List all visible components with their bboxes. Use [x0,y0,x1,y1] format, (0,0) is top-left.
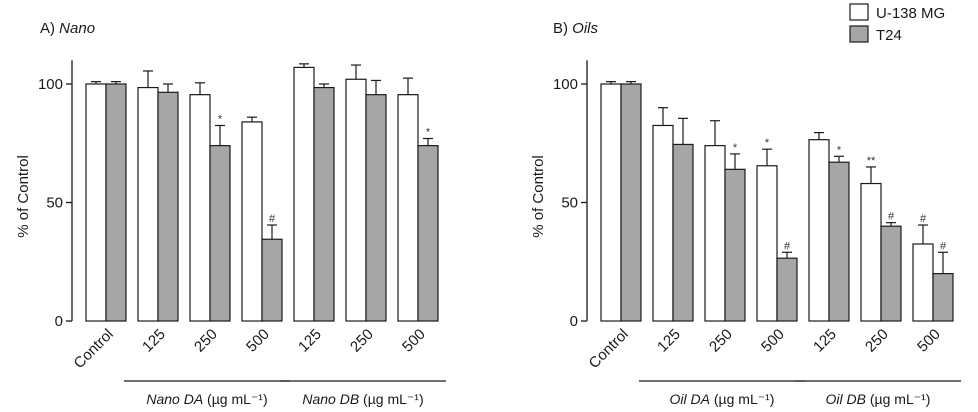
x-tick-label: Control [586,326,632,372]
legend-label: T24 [876,27,902,44]
significance-mark: # [784,240,791,252]
bar-u138 [137,86,159,322]
bar-u138 [293,66,315,322]
chart-panel-nano: A) Nano 0 50 100 % of Control Control 125 * 250 #… [15,20,446,407]
bar-t24 [776,257,798,322]
legend: U-138 MG T24 [849,3,945,44]
x-tick-label: 250 [862,326,892,356]
bar-t24 [365,94,387,322]
group-label-name: Nano DB [302,391,359,407]
bar-u138 [652,124,674,322]
bar-t24 [620,83,642,322]
panel-letter: B) [553,20,572,37]
group-label: Oil DB (µg mL⁻¹) [826,391,931,407]
group-label-units: (µg mL⁻¹) [866,391,930,407]
significance-mark: # [269,213,276,225]
y-tick-label: 0 [55,313,63,330]
bar-u138 [756,165,778,322]
panel-title: Nano [59,20,95,37]
x-tick-label: 500 [914,326,944,356]
group-label: Nano DB (µg mL⁻¹) [302,391,423,407]
group-label-name: Nano DA [146,391,203,407]
group-label-units: (µg mL⁻¹) [203,391,267,407]
legend-label: U-138 MG [876,5,945,22]
x-tick-label: 250 [191,326,221,356]
bar-t24 [672,143,694,322]
x-tick-label: Control [71,326,117,372]
group-label-name: Oil DB [826,391,866,407]
panel-title: Oils [572,20,598,37]
chart-title: A) Nano [40,20,95,37]
significance-mark: * [426,127,431,139]
x-tick-label: 125 [654,326,684,356]
bar-u138 [600,83,622,322]
group-label: Oil DA (µg mL⁻¹) [670,391,775,407]
group-label-units: (µg mL⁻¹) [710,391,774,407]
bar-u138 [704,145,726,322]
x-tick-label: 125 [810,326,840,356]
bar-t24 [105,83,127,322]
significance-mark: # [888,211,895,223]
panel-letter: A) [40,20,59,37]
bar-u138 [397,94,419,322]
x-tick-label: 250 [706,326,736,356]
legend-swatch [849,25,869,43]
bar-t24 [209,145,231,322]
bar-u138 [808,139,830,322]
significance-mark: * [218,113,223,125]
bar-u138 [189,94,211,322]
x-tick-label: 125 [295,326,325,356]
significance-mark: # [920,213,927,225]
x-tick-label: 250 [347,326,377,356]
chart-panel-oils: B) Oils 0 50 100 % of Control Control 125 * 250 *… [530,20,961,407]
y-tick-label: 100 [38,76,63,93]
x-tick-label: 500 [399,326,429,356]
x-tick-label: 125 [139,326,169,356]
significance-mark: * [765,137,770,149]
x-tick-label: 500 [243,326,273,356]
bar-t24 [313,86,335,322]
bar-u138 [345,78,367,322]
y-tick-label: 50 [46,195,63,212]
y-axis-label: % of Control [15,155,32,238]
y-tick-label: 0 [570,313,578,330]
bar-t24 [880,225,902,322]
significance-mark: # [940,240,947,252]
significance-mark: * [837,144,842,156]
significance-mark: * [733,142,738,154]
y-axis-label: % of Control [530,155,547,238]
y-tick-label: 100 [553,76,578,93]
bar-t24 [417,145,439,322]
group-label: Nano DA (µg mL⁻¹) [146,391,267,407]
group-label-units: (µg mL⁻¹) [359,391,423,407]
bar-u138 [85,83,107,322]
legend-swatch [849,3,869,21]
y-tick-label: 50 [561,195,578,212]
bar-t24 [261,238,283,322]
bar-t24 [828,161,850,322]
bar-t24 [932,273,954,322]
bar-u138 [912,243,934,322]
bar-u138 [860,182,882,322]
group-label-name: Oil DA [670,391,710,407]
bar-u138 [241,121,263,322]
bar-t24 [157,91,179,322]
x-tick-label: 500 [758,326,788,356]
significance-mark: ** [867,155,876,167]
bar-t24 [724,168,746,322]
chart-title: B) Oils [553,20,599,37]
